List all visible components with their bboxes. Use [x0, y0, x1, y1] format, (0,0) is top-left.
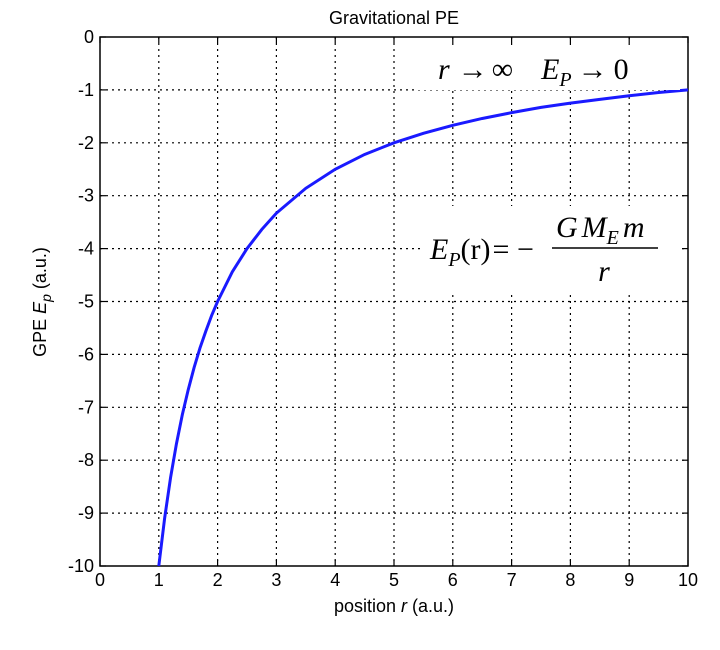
x-tick-label: 4 [330, 570, 340, 590]
y-tick-label: -4 [78, 239, 94, 259]
x-tick-label: 0 [95, 570, 105, 590]
chart-title: Gravitational PE [329, 8, 459, 28]
limit-E-sub: P [558, 69, 571, 91]
x-axis-label: position r (a.u.) [334, 596, 454, 616]
y-tick-label: -7 [78, 397, 94, 417]
formula-annotation: EP(r)= − G ME m r [429, 211, 658, 288]
formula-G: G [556, 211, 578, 244]
formula-M: M [581, 211, 609, 244]
y-axis-label-suffix: (a.u.) [30, 247, 50, 294]
limit-arrow-1: → [458, 53, 488, 86]
x-tick-label: 7 [507, 570, 517, 590]
formula-E-sub: P [447, 249, 460, 271]
x-axis-label-prefix: position [334, 596, 401, 616]
limit-arrow-2: → [578, 53, 608, 86]
series-line [157, 88, 689, 567]
y-axis-label-sub: p [38, 294, 54, 303]
y-axis-label-var: E [30, 301, 50, 314]
limit-r: r [438, 53, 450, 86]
y-tick-label: 0 [84, 27, 94, 47]
x-axis-label-var: r [401, 596, 408, 616]
y-tick-label: -5 [78, 292, 94, 312]
formula-denominator: r [598, 255, 610, 288]
y-tick-label: -3 [78, 186, 94, 206]
limit-annotation-bg [418, 46, 680, 90]
y-tick-label: -10 [68, 556, 94, 576]
x-tick-labels: 0 1 2 3 4 5 6 7 8 9 10 [95, 570, 698, 590]
x-tick-label: 3 [271, 570, 281, 590]
x-tick-label: 5 [389, 570, 399, 590]
y-tick-labels: 0 -1 -2 -3 -4 -5 -6 -7 -8 -9 -10 [68, 27, 94, 576]
grid-layer [99, 36, 689, 567]
y-axis-label-prefix: GPE [30, 314, 50, 357]
formula-m: m [623, 211, 645, 244]
x-tick-label: 1 [154, 570, 164, 590]
y-tick-label: -9 [78, 503, 94, 523]
formula-arg: (r) [461, 233, 491, 266]
x-tick-label: 6 [448, 570, 458, 590]
y-axis-label: GPE Ep (a.u.) [30, 247, 54, 357]
formula-equals: = − [493, 233, 534, 266]
x-axis-label-suffix: (a.u.) [407, 596, 454, 616]
limit-infinity: ∞ [492, 53, 513, 86]
formula-lhs: EP(r)= − [429, 233, 534, 271]
limit-annotation-text: r → ∞ EP → 0 [438, 53, 629, 91]
plot-frame [99, 36, 689, 567]
y-tick-label: -1 [78, 80, 94, 100]
x-tick-label: 9 [624, 570, 634, 590]
formula-E: E [429, 233, 448, 266]
x-tick-label: 10 [678, 570, 698, 590]
limit-E: E [540, 53, 559, 86]
y-tick-label: -2 [78, 133, 94, 153]
x-tick-label: 8 [565, 570, 575, 590]
formula-annotation-bg [420, 206, 682, 292]
formula-M-sub: E [606, 227, 619, 249]
limit-zero: 0 [614, 53, 629, 86]
y-tick-label: -6 [78, 344, 94, 364]
y-tick-label: -8 [78, 450, 94, 470]
x-tick-label: 2 [213, 570, 223, 590]
formula-numerator: G ME m [556, 211, 645, 249]
limit-annotation: r → ∞ EP → 0 [438, 53, 629, 91]
